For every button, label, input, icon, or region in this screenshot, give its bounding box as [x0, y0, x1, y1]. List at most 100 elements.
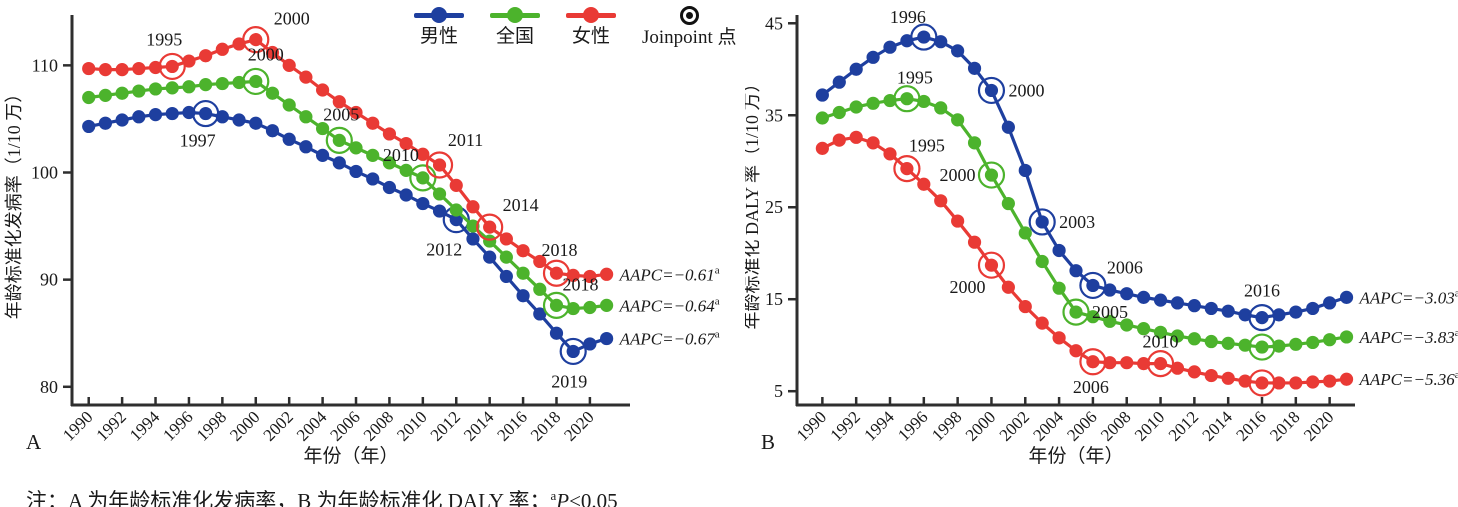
data-point — [332, 133, 346, 147]
data-point — [82, 61, 96, 76]
joinpoint-marker — [977, 251, 1006, 279]
x-tick-label: 1992 — [92, 407, 129, 444]
data-point — [382, 180, 397, 195]
aapc-annotation: AAPC=−5.36a — [1359, 369, 1458, 389]
data-point — [832, 133, 846, 147]
data-point — [900, 162, 914, 176]
data-point — [1272, 376, 1286, 390]
data-point — [299, 70, 313, 84]
data-point — [1238, 308, 1252, 322]
data-point — [399, 188, 413, 202]
data-point — [82, 90, 96, 105]
joinpoint-marker — [1079, 271, 1107, 300]
joinpoint-year-label: 2018 — [562, 274, 598, 294]
data-point — [165, 81, 179, 95]
joinpoint-marker — [425, 151, 454, 179]
aapc-annotation: AAPC=−3.83a — [1359, 327, 1458, 347]
joinpoint-year-label: 1995 — [909, 136, 945, 156]
data-point — [199, 106, 213, 121]
x-tick-label: 2012 — [1165, 407, 1202, 444]
data-point — [416, 171, 430, 185]
y-tick-label: 5 — [774, 381, 783, 401]
legend-label: 女性 — [571, 26, 610, 47]
data-point — [832, 105, 846, 120]
data-point — [1339, 290, 1354, 304]
data-point — [967, 136, 982, 150]
data-point — [349, 105, 363, 120]
joinpoint-marker — [242, 67, 270, 96]
x-tick-label: 2012 — [427, 407, 464, 444]
data-point — [165, 106, 179, 121]
legend: 男性 全国 女性 Joinpoint 点 — [414, 6, 736, 50]
x-tick-label: 2016 — [493, 407, 530, 444]
data-point — [265, 86, 280, 100]
data-point — [1221, 336, 1235, 350]
data-point — [265, 124, 280, 138]
joinpoint-marker — [1079, 348, 1107, 376]
joinpoint-year-label: 2006 — [1073, 377, 1109, 397]
data-point — [315, 121, 330, 136]
data-point — [366, 116, 380, 130]
data-point — [115, 113, 129, 127]
data-point — [1255, 376, 1269, 390]
joinpoint-year-label: 2010 — [383, 145, 419, 165]
data-point — [917, 94, 931, 109]
aapc-annotation: AAPC=−0.61a — [619, 264, 720, 284]
data-point — [900, 34, 914, 48]
joinpoint-marker — [476, 213, 504, 241]
joinpoint-year-label: 2000 — [939, 165, 975, 185]
joinpoint-marker-icon — [679, 6, 699, 25]
x-tick-label: 2000 — [962, 407, 999, 444]
female-line-marker-icon — [566, 6, 616, 24]
data-point — [967, 235, 982, 249]
data-point — [600, 267, 614, 281]
note-p-symbol: P — [556, 489, 570, 507]
joinpoint-marker — [1062, 298, 1090, 326]
x-tick-label: 1996 — [894, 407, 931, 444]
data-point — [1086, 310, 1100, 324]
data-point — [917, 177, 931, 191]
data-point — [1052, 243, 1066, 258]
x-tick-label: 1998 — [193, 407, 230, 444]
data-point — [549, 266, 564, 280]
data-point — [849, 100, 863, 114]
data-point — [1103, 314, 1117, 328]
data-point — [199, 78, 213, 92]
joinpoint-marker — [325, 126, 353, 154]
data-point — [432, 187, 447, 201]
data-point — [232, 113, 246, 127]
data-point — [1306, 375, 1320, 389]
data-point — [399, 163, 413, 177]
data-point — [315, 148, 330, 162]
data-point — [984, 168, 999, 182]
data-point — [416, 196, 430, 211]
y-tick-label: 90 — [40, 270, 58, 290]
data-point — [148, 108, 163, 122]
x-tick-label: 2000 — [226, 407, 263, 444]
panel-b-chart: 5152535451990199219941996199820002002200… — [745, 7, 1458, 467]
data-point — [1272, 308, 1286, 322]
data-point — [499, 232, 513, 246]
data-point — [98, 88, 113, 102]
x-tick-label: 1990 — [793, 407, 830, 444]
figure-note: 注：A 为年龄标准化发病率，B 为年龄标准化 DALY 率；aP<0.05 — [26, 485, 618, 507]
joinpoint-marker — [242, 26, 270, 54]
aapc-annotation: AAPC=−0.67a — [619, 329, 720, 349]
data-point — [866, 96, 880, 110]
x-tick-label: 1990 — [59, 407, 96, 444]
panel-label: B — [761, 430, 775, 454]
data-point — [1018, 163, 1032, 178]
data-point — [432, 204, 447, 218]
joinpoint-year-label: 2000 — [248, 44, 284, 64]
data-point — [449, 203, 463, 217]
data-point — [483, 220, 497, 234]
joinpoint-year-label: 2011 — [448, 130, 483, 150]
y-tick-label: 15 — [765, 289, 783, 309]
panel-a-chart: 8090100110199019921994199619982000200220… — [4, 9, 720, 467]
data-point — [499, 250, 513, 264]
legend-item-male: 男性 — [414, 6, 464, 49]
data-point — [466, 200, 480, 214]
data-point — [165, 59, 179, 74]
joinpoint-marker — [910, 23, 938, 51]
data-point — [600, 298, 614, 312]
